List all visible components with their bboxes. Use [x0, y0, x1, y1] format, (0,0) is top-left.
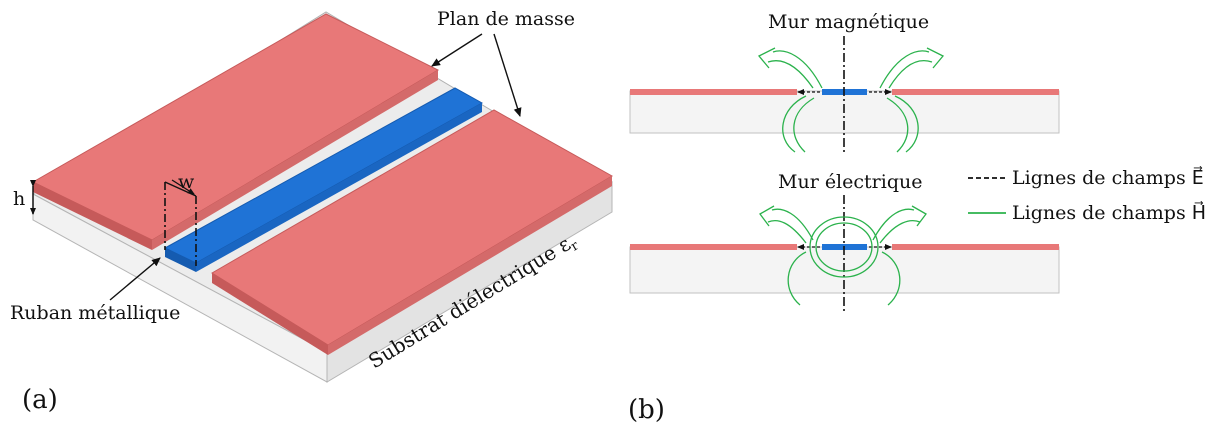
- electric-wall-label: Mur électrique: [778, 171, 922, 193]
- cross-section-electric-wall: Mur électrique: [629, 171, 1060, 312]
- caption-a: (a): [22, 385, 58, 415]
- legend-h-label: Lignes de champs H⃗: [1012, 201, 1206, 224]
- strip-label: Ruban métallique: [10, 302, 180, 324]
- ground-arrow-right: [493, 33, 522, 117]
- height-dimension: h: [13, 180, 36, 215]
- ground-plane-label: Plan de masse: [437, 8, 575, 30]
- width-dimension: w: [164, 171, 197, 266]
- cross-section-magnetic-wall: Mur magnétique: [629, 11, 1060, 155]
- magnetic-wall-label: Mur magnétique: [768, 11, 929, 33]
- ground-arrow-left: [431, 33, 483, 67]
- panel-a-3d-view: w h Plan de masse Ruban métallique Subst…: [10, 8, 614, 415]
- strip-arrow: [109, 257, 161, 301]
- metal-strip: [163, 87, 484, 272]
- ground-plane-right: [211, 109, 614, 355]
- panel-b-cross-sections: Mur magnétique Mur électr: [628, 11, 1206, 425]
- height-label: h: [13, 188, 25, 210]
- legend-e-label: Lignes de champs E⃗: [1012, 166, 1204, 189]
- width-label: w: [178, 171, 195, 193]
- legend: Lignes de champs E⃗ Lignes de champs H⃗: [968, 166, 1206, 224]
- ground-plane-left: [31, 13, 440, 250]
- caption-b: (b): [628, 395, 665, 425]
